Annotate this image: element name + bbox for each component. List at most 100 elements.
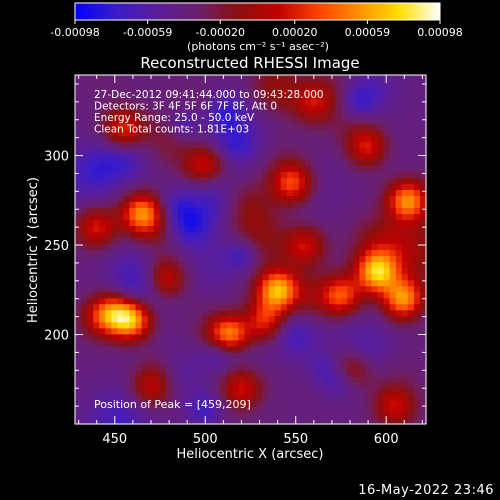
heatmap-cell xyxy=(413,135,421,142)
heatmap-cell xyxy=(371,135,379,142)
heatmap-cell xyxy=(292,321,300,329)
heatmap-cell xyxy=(153,363,161,371)
heatmap-cell xyxy=(220,273,227,281)
heatmap-cell xyxy=(365,159,373,166)
heatmap-cell xyxy=(401,285,409,293)
heatmap-cell xyxy=(311,321,318,329)
heatmap-cell xyxy=(226,417,233,425)
heatmap-cell xyxy=(365,303,373,311)
heatmap-cell xyxy=(353,381,361,389)
heatmap-cell xyxy=(232,327,239,335)
heatmap-cell xyxy=(244,237,252,245)
heatmap-cell xyxy=(238,279,246,287)
heatmap-cell xyxy=(335,333,342,341)
heatmap-cell xyxy=(105,387,112,395)
heatmap-cell xyxy=(329,399,336,407)
heatmap-cell xyxy=(274,345,282,353)
heatmap-cell xyxy=(304,111,312,118)
heatmap-cell xyxy=(99,141,106,148)
heatmap-cell xyxy=(419,87,427,94)
heatmap-cell xyxy=(159,261,167,269)
heatmap-cell xyxy=(244,81,252,88)
heatmap-cell xyxy=(329,315,336,323)
heatmap-cell xyxy=(171,129,179,136)
heatmap-cell xyxy=(165,411,173,419)
heatmap-cell xyxy=(177,393,185,401)
heatmap-cell xyxy=(311,237,318,245)
heatmap-cell xyxy=(208,159,215,166)
heatmap-cell xyxy=(389,93,397,100)
heatmap-cell xyxy=(189,87,197,94)
heatmap-cell xyxy=(256,261,264,269)
heatmap-cell xyxy=(389,195,397,202)
heatmap-cell xyxy=(232,141,239,148)
heatmap-cell xyxy=(183,285,191,293)
heatmap-cell xyxy=(153,219,161,227)
heatmap-cell xyxy=(286,363,294,371)
heatmap-cell xyxy=(232,165,239,172)
heatmap-cell xyxy=(202,255,209,263)
heatmap-cell xyxy=(323,309,330,317)
heatmap-cell xyxy=(377,171,385,178)
heatmap-cell xyxy=(395,267,403,275)
heatmap-cell xyxy=(347,207,354,214)
heatmap-cell xyxy=(317,243,324,251)
heatmap-cell xyxy=(298,405,306,413)
heatmap-cell xyxy=(298,183,306,190)
heatmap-cell xyxy=(377,351,385,359)
heatmap-cell xyxy=(123,375,131,383)
heatmap-cell xyxy=(323,375,330,383)
heatmap-cell xyxy=(171,333,179,341)
heatmap-cell xyxy=(202,111,209,118)
heatmap-cell xyxy=(244,249,252,257)
heatmap-cell xyxy=(298,393,306,401)
heatmap-cell xyxy=(87,219,94,227)
heatmap-cell xyxy=(93,303,100,311)
heatmap-cell xyxy=(407,231,415,239)
heatmap-cell xyxy=(286,237,294,245)
heatmap-cell xyxy=(129,129,137,136)
heatmap-cell xyxy=(286,279,294,287)
heatmap-cell xyxy=(129,267,137,275)
heatmap-cell xyxy=(153,81,161,88)
heatmap-cell xyxy=(256,93,264,100)
heatmap-cell xyxy=(413,393,421,401)
heatmap-cell xyxy=(93,399,100,407)
heatmap-cell xyxy=(292,327,300,335)
heatmap-cell xyxy=(93,291,100,299)
heatmap-cell xyxy=(250,255,258,263)
colorbar-tick-label: -0.00059 xyxy=(123,26,172,39)
heatmap-cell xyxy=(250,387,258,395)
heatmap-cell xyxy=(75,183,82,190)
heatmap-cell xyxy=(117,393,125,401)
heatmap-cell xyxy=(250,123,258,130)
heatmap-cell xyxy=(159,279,167,287)
heatmap-cell xyxy=(262,297,270,305)
heatmap-cell xyxy=(359,309,367,317)
heatmap-cell xyxy=(323,255,330,263)
heatmap-cell xyxy=(298,339,306,347)
heatmap-cell xyxy=(87,207,94,214)
heatmap-cell xyxy=(189,201,197,208)
heatmap-cell xyxy=(413,327,421,335)
heatmap-cell xyxy=(335,273,342,281)
heatmap-cell xyxy=(183,225,191,233)
heatmap-cell xyxy=(153,195,161,202)
heatmap-cell xyxy=(111,339,118,347)
heatmap-cell xyxy=(359,267,367,275)
heatmap-cell xyxy=(347,357,354,365)
heatmap-cell xyxy=(250,345,258,353)
heatmap-cell xyxy=(365,333,373,341)
heatmap-cell xyxy=(401,225,409,233)
heatmap-cell xyxy=(335,105,342,112)
heatmap-cell xyxy=(129,171,137,178)
heatmap-cell xyxy=(208,405,215,413)
heatmap-cell xyxy=(135,111,143,118)
heatmap-cell xyxy=(183,381,191,389)
heatmap-cell xyxy=(189,141,197,148)
heatmap-cell xyxy=(196,333,203,341)
heatmap-cell xyxy=(99,135,106,142)
heatmap-cell xyxy=(286,201,294,208)
heatmap-cell xyxy=(329,411,336,419)
heatmap-cell xyxy=(171,147,179,154)
